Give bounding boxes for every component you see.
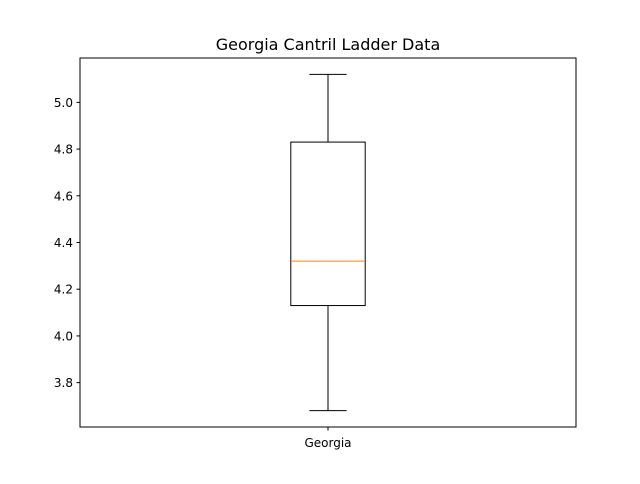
y-tick-label: 4.6 (54, 189, 73, 203)
y-tick-label: 5.0 (54, 96, 73, 110)
y-axis: 3.8 4.0 4.2 4.4 4.6 4.8 5.0 (54, 96, 80, 390)
x-tick-label: Georgia (304, 436, 351, 450)
y-tick-label: 3.8 (54, 376, 73, 390)
y-tick-label: 4.0 (54, 329, 73, 343)
box-series (291, 74, 365, 410)
y-tick-label: 4.4 (54, 236, 73, 250)
x-axis: Georgia (304, 427, 351, 450)
y-tick-label: 4.8 (54, 143, 73, 157)
y-tick-label: 4.2 (54, 283, 73, 297)
iqr-box (291, 142, 365, 305)
chart-title: Georgia Cantril Ladder Data (216, 35, 441, 54)
